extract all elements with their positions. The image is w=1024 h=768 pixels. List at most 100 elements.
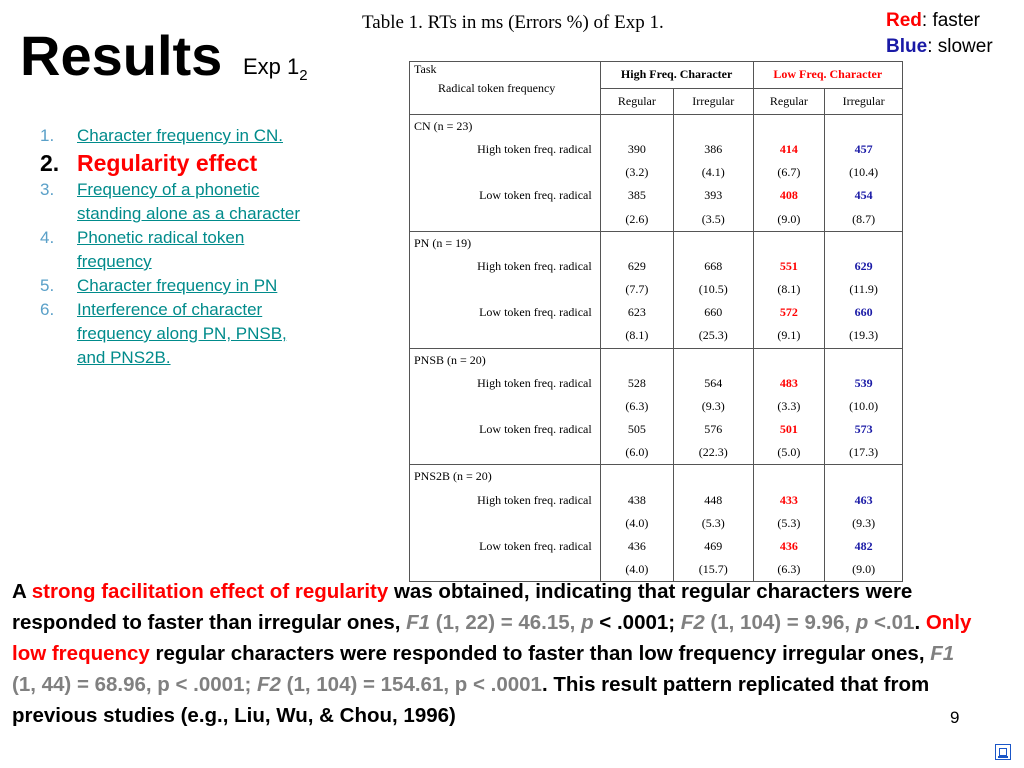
radical-label: Radical token frequency xyxy=(438,81,556,95)
table-row: (8.1) (25.3) (9.1) (19.3) xyxy=(409,324,903,348)
stat-f2: F2 xyxy=(680,611,705,634)
err-cell: (9.0) xyxy=(824,557,903,582)
agenda-link[interactable]: Interference of character frequency alon… xyxy=(77,300,287,367)
table-row: Low token freq. radical 505 576 501 573 xyxy=(409,417,903,441)
rt-cell: 576 xyxy=(673,417,754,441)
err-cell: (6.3) xyxy=(599,394,675,418)
rt-cell: 573 xyxy=(824,417,903,441)
page-number: 9 xyxy=(950,708,960,727)
err-cell: (9.3) xyxy=(824,511,903,535)
err-cell: (25.3) xyxy=(673,324,754,348)
return-icon[interactable] xyxy=(995,744,1011,760)
table-row: (3.2) (4.1) (6.7) (10.4) xyxy=(409,161,903,185)
rt-cell: 438 xyxy=(599,488,675,512)
agenda-item[interactable]: 1. Character frequency in CN. xyxy=(40,124,302,148)
agenda-item[interactable]: 4. Phonetic radical token frequency xyxy=(40,226,302,274)
rt-cell: 436 xyxy=(599,534,675,558)
table-row: (6.3) (9.3) (3.3) (10.0) xyxy=(409,394,903,418)
slide-subtitle: Exp 12 xyxy=(243,54,308,89)
err-cell: (3.2) xyxy=(599,161,675,185)
rt-cell: 629 xyxy=(599,255,675,279)
stat-value: (1, 104) = 154.61, p < .0001 xyxy=(280,673,542,696)
rt-cell: 433 xyxy=(752,488,826,512)
err-cell: (10.4) xyxy=(824,161,903,185)
rt-cell: 408 xyxy=(752,184,826,208)
agenda-link[interactable]: Frequency of a phonetic standing alone a… xyxy=(77,180,301,223)
rt-cell: 629 xyxy=(824,255,903,279)
rt-cell: 501 xyxy=(752,417,826,441)
err-cell: (17.3) xyxy=(824,440,903,465)
table-row: High token freq. radical 438 448 433 463 xyxy=(409,488,903,512)
table-group-cn: CN (n = 23) High token freq. radical 390 3… xyxy=(409,114,903,232)
subtitle-text: Exp 1 xyxy=(243,54,300,79)
err-cell: (8.1) xyxy=(599,324,675,348)
table-group-pns2b: PNS2B (n = 20) High token freq. radical 4… xyxy=(409,464,903,582)
group-name: PNSB (n = 20) xyxy=(409,347,601,372)
table-caption: Table 1. RTs in ms (Errors %) of Exp 1. xyxy=(362,12,664,33)
agenda-link[interactable]: Character frequency in CN. xyxy=(77,126,283,145)
rt-cell: 448 xyxy=(673,488,754,512)
err-cell: (5.0) xyxy=(752,440,826,465)
row-label: Low token freq. radical xyxy=(409,417,601,441)
table-group-pnsb: PNSB (n = 20) High token freq. radical 52… xyxy=(409,347,903,465)
rt-cell: 385 xyxy=(599,184,675,208)
row-label: High token freq. radical xyxy=(409,488,601,512)
rt-cell: 393 xyxy=(673,184,754,208)
agenda-item[interactable]: 5. Character frequency in PN xyxy=(40,274,302,298)
legend-blue-text: : slower xyxy=(927,36,993,57)
err-cell: (4.0) xyxy=(599,557,675,582)
group-header-row: PNSB (n = 20) xyxy=(409,347,903,372)
row-label: Low token freq. radical xyxy=(409,184,601,208)
group-name: PNS2B (n = 20) xyxy=(409,464,601,489)
agenda-item[interactable]: 3. Frequency of a phonetic standing alone… xyxy=(40,178,302,226)
table-row: Low token freq. radical 436 469 436 482 xyxy=(409,534,903,558)
table-row: (4.0) (5.3) (5.3) (9.3) xyxy=(409,511,903,535)
agenda-number: 5. xyxy=(40,276,55,295)
summary-text: regular characters were responded to fas… xyxy=(149,642,931,665)
legend-red-text: : faster xyxy=(921,10,980,31)
rt-cell: 482 xyxy=(824,534,903,558)
row-label: High token freq. radical xyxy=(409,255,601,279)
agenda-list: 1. Character frequency in CN. 2. Regularit… xyxy=(40,124,302,370)
agenda-item[interactable]: 6. Interference of character frequency al… xyxy=(40,298,302,370)
rt-cell: 564 xyxy=(673,371,754,395)
column-header: Irregular xyxy=(673,87,754,115)
agenda-current-label: Regularity effect xyxy=(77,150,258,176)
rt-cell: 463 xyxy=(824,488,903,512)
legend-red-label: Red xyxy=(886,10,922,31)
rt-cell: 454 xyxy=(824,184,903,208)
table-row: (2.6) (3.5) (9.0) (8.7) xyxy=(409,207,903,232)
err-cell: (9.0) xyxy=(752,207,826,232)
agenda-link[interactable]: Phonetic radical token frequency xyxy=(77,228,245,271)
table-row: High token freq. radical 629 668 551 629 xyxy=(409,255,903,279)
err-cell: (5.3) xyxy=(673,511,754,535)
err-cell: (10.5) xyxy=(673,278,754,302)
legend-blue-label: Blue xyxy=(886,36,928,57)
rt-cell: 539 xyxy=(824,371,903,395)
err-cell: (22.3) xyxy=(673,440,754,465)
summary-text: . xyxy=(914,611,926,634)
column-header: Irregular xyxy=(824,87,903,115)
subtitle-subscript: 2 xyxy=(299,67,308,84)
stat-f1: F1 xyxy=(930,642,955,665)
agenda-number: 2. xyxy=(40,150,60,176)
rt-cell: 528 xyxy=(599,371,675,395)
rt-cell: 660 xyxy=(673,301,754,325)
color-legend: Red: faster Blue: slower xyxy=(886,8,993,60)
legend-blue: Blue: slower xyxy=(886,34,993,60)
rt-cell: 386 xyxy=(673,138,754,162)
err-cell: (8.1) xyxy=(752,278,826,302)
header-low-freq: Low Freq. Character xyxy=(752,61,904,89)
err-cell: (10.0) xyxy=(824,394,903,418)
err-cell: (8.7) xyxy=(824,207,903,232)
err-cell: (5.3) xyxy=(752,511,826,535)
group-header-row: CN (n = 23) xyxy=(409,114,903,139)
agenda-link[interactable]: Character frequency in PN xyxy=(77,276,278,295)
agenda-number: 4. xyxy=(40,228,55,247)
stat-value: (1, 104) = 9.96, xyxy=(704,611,856,634)
group-header-row: PN (n = 19) xyxy=(409,230,903,256)
column-header: Regular xyxy=(599,87,675,115)
err-cell: (3.3) xyxy=(752,394,826,418)
row-label: Low token freq. radical xyxy=(409,534,601,558)
header-high-freq: High Freq. Character xyxy=(599,61,754,89)
